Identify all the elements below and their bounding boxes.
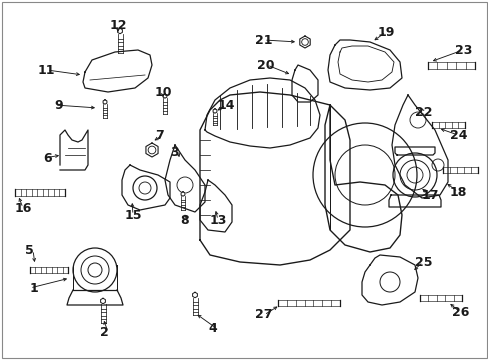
Text: 24: 24 — [449, 129, 467, 141]
Text: 25: 25 — [414, 256, 431, 269]
Text: 21: 21 — [254, 33, 271, 46]
Polygon shape — [299, 36, 309, 48]
Text: 6: 6 — [43, 152, 52, 165]
Text: 5: 5 — [25, 243, 34, 256]
Polygon shape — [118, 28, 122, 34]
Text: 4: 4 — [207, 321, 216, 334]
Text: 9: 9 — [54, 99, 63, 112]
Text: 14: 14 — [218, 99, 235, 112]
Polygon shape — [192, 292, 197, 298]
Polygon shape — [213, 109, 217, 113]
Text: 26: 26 — [451, 306, 468, 319]
Text: 19: 19 — [377, 26, 395, 39]
Text: 11: 11 — [38, 63, 55, 77]
Text: 15: 15 — [125, 208, 142, 221]
Text: 12: 12 — [110, 18, 127, 32]
Text: 8: 8 — [180, 213, 188, 226]
Polygon shape — [145, 143, 158, 157]
Text: 22: 22 — [414, 105, 431, 118]
Text: 10: 10 — [155, 86, 172, 99]
Polygon shape — [103, 100, 107, 104]
Polygon shape — [101, 298, 105, 304]
Polygon shape — [181, 192, 184, 196]
Text: 16: 16 — [15, 202, 32, 215]
Text: 18: 18 — [449, 185, 467, 198]
Polygon shape — [163, 94, 166, 98]
Text: 23: 23 — [454, 44, 471, 57]
Text: 27: 27 — [254, 309, 271, 321]
Text: 2: 2 — [100, 325, 108, 338]
Text: 17: 17 — [421, 189, 439, 202]
Text: 7: 7 — [155, 129, 163, 141]
Text: 3: 3 — [170, 145, 178, 158]
Text: 1: 1 — [29, 282, 38, 294]
Text: 20: 20 — [257, 59, 274, 72]
Text: 13: 13 — [209, 213, 227, 226]
